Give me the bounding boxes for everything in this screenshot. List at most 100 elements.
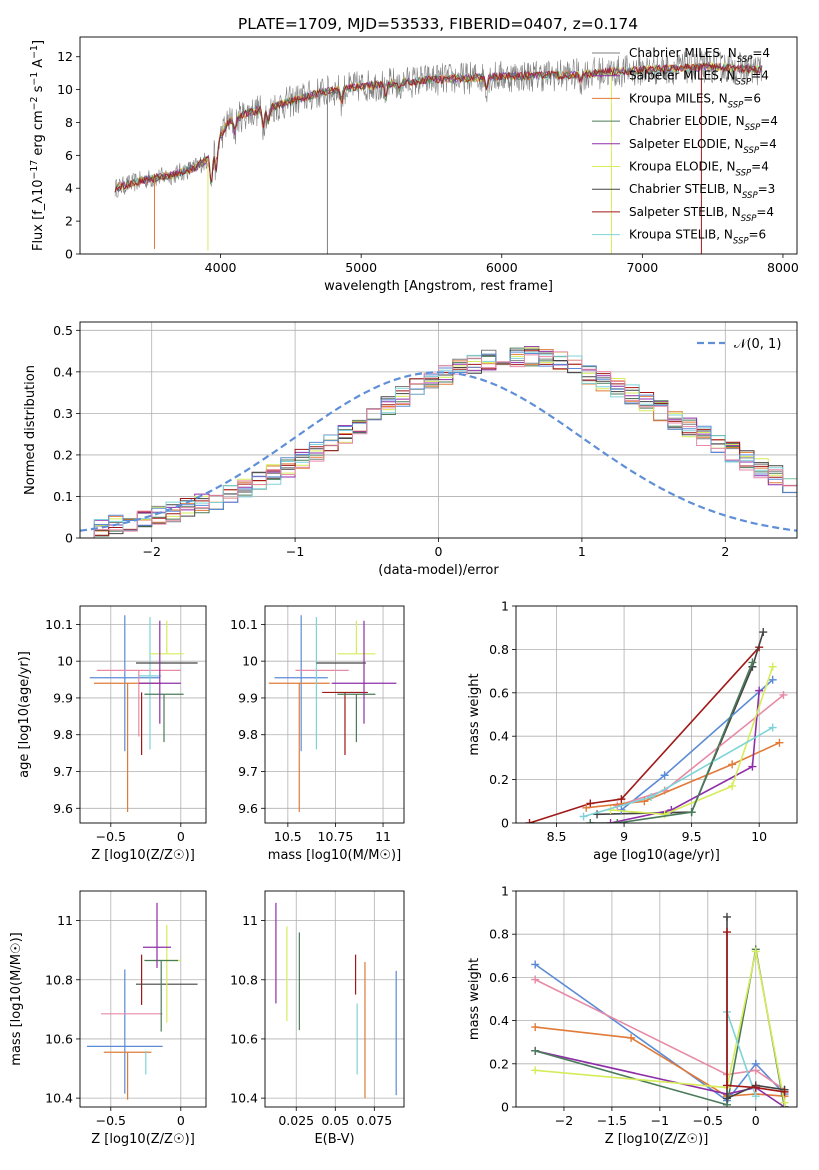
legend-label: Chabrier ELODIE, NSSP=4 <box>629 114 778 133</box>
label-part: age [log10(age/yr)] <box>17 651 32 778</box>
label-part: Z [log10(Z/Z☉)] <box>605 1132 709 1147</box>
y-tick-label: 0.5 <box>53 323 73 338</box>
y-tick-label: 9.8 <box>238 727 258 742</box>
weight-series-line <box>610 690 760 823</box>
legend-sub: SSP <box>736 169 752 179</box>
panel-age-vs-Z: −0.5 0 9.6 9.7 9.8 9.9 10 10.1 Z [log10(Z/Z☉)] ag… <box>17 605 207 863</box>
legend-text: =6 <box>743 91 761 105</box>
spectrum-model-line <box>114 62 762 193</box>
y-tick-label: 8 <box>65 115 73 130</box>
y-tick-label: 0 <box>65 531 73 546</box>
label-part: s <box>31 85 46 96</box>
plot-area <box>275 902 397 1099</box>
weight-marker <box>660 810 669 819</box>
legend-sub: SSP <box>742 191 758 201</box>
legend-label: Chabrier STELIB, NSSP=3 <box>629 182 775 201</box>
y-tick-label: 9.7 <box>238 764 258 779</box>
x-axis-label: mass [log10(M/M☉)] <box>268 848 401 863</box>
weight-series-line <box>534 963 786 1102</box>
x-tick-label: 9.5 <box>682 829 702 844</box>
axes-frame <box>79 605 207 824</box>
label-part: mass weight <box>467 673 482 755</box>
plot-area <box>268 615 397 812</box>
weight-marker <box>775 738 784 747</box>
x-tick-label: 8000 <box>767 260 799 275</box>
figure-title: PLATE=1709, MJD=53533, FIBERID=0407, z=0… <box>238 15 638 33</box>
y-tick-label: 0 <box>501 816 509 831</box>
plot-area <box>525 628 788 823</box>
legend-text: Chabrier MILES, N <box>629 46 737 60</box>
y-tick-label: 0.6 <box>489 685 509 700</box>
panel-mass-vs-Z: −0.5 0 10.4 10.6 10.8 11 Z [log10(Z/Z☉)] mass [… <box>9 890 207 1147</box>
y-axis-label: mass [log10(M/M☉)] <box>9 932 24 1065</box>
x-axis-label: Z [log10(Z/Z☉)] <box>91 848 195 863</box>
legend-label: Chabrier MILES, NSSP=4 <box>629 46 770 65</box>
label-part: ] <box>31 40 46 45</box>
x-tick-label: 1 <box>578 544 586 559</box>
histogram-series <box>80 350 797 538</box>
y-tick-label: 9.9 <box>53 690 73 705</box>
x-tick-label: 10.75 <box>318 829 354 844</box>
weight-marker <box>660 771 669 780</box>
plot-area <box>114 50 763 254</box>
weight-series-line <box>535 1050 785 1107</box>
weight-marker <box>582 803 591 812</box>
y-tick-label: 0.2 <box>489 772 509 787</box>
y-tick-label: 0.4 <box>489 729 509 744</box>
label-part: −1 <box>29 45 40 59</box>
legend-text: Salpeter MILES, N <box>629 69 736 83</box>
weight-marker <box>751 1092 760 1101</box>
weight-marker <box>531 975 540 984</box>
weight-marker <box>759 628 768 637</box>
y-tick-label: 10 <box>242 654 258 669</box>
legend-label: Salpeter MILES, NSSP=4 <box>629 69 769 88</box>
weight-marker <box>768 675 777 684</box>
label-part: mass weight <box>467 958 482 1040</box>
y-tick-label: 1 <box>501 884 509 899</box>
x-tick-label: 0.075 <box>356 1113 392 1128</box>
legend-text: =4 <box>759 137 777 151</box>
legend-text: =4 <box>751 160 769 174</box>
legend-sub: SSP <box>743 146 759 156</box>
x-tick-label: 7000 <box>626 260 658 275</box>
weight-marker <box>755 686 764 695</box>
weight-marker <box>579 812 588 821</box>
axes-frame <box>79 321 798 539</box>
legend-text: =4 <box>760 114 778 128</box>
weight-series-line <box>586 741 780 809</box>
weight-marker <box>768 662 777 671</box>
y-tick-label: 10 <box>57 654 73 669</box>
x-tick-label: 9 <box>620 829 628 844</box>
y-tick-label: 4 <box>65 181 73 196</box>
weight-marker <box>722 928 731 937</box>
weight-marker <box>613 819 622 823</box>
y-tick-label: 12 <box>57 49 73 64</box>
weight-marker <box>531 1066 540 1075</box>
weight-marker <box>687 808 696 817</box>
panel-spectrum: 4000 5000 6000 7000 8000 0 2 4 6 8 10 12 wavelength … <box>29 36 799 294</box>
x-tick-label: 0 <box>177 829 185 844</box>
axes-frame <box>264 605 405 824</box>
y-tick-label: 0.8 <box>489 927 509 942</box>
y-tick-label: 10.8 <box>45 972 73 987</box>
label-part: Z [log10(Z/Z☉)] <box>91 1132 195 1147</box>
axes-frame <box>515 605 798 824</box>
weight-series-line <box>583 726 774 818</box>
weight-marker <box>586 799 595 808</box>
x-tick-label: −0.5 <box>96 829 126 844</box>
x-tick-label: 0 <box>177 1113 185 1128</box>
histogram-series <box>80 347 797 538</box>
y-tick-label: 0.3 <box>53 406 73 421</box>
y-tick-label: 10.6 <box>45 1031 73 1046</box>
y-tick-label: 10 <box>57 82 73 97</box>
x-tick-label: 10.5 <box>274 829 302 844</box>
legend-text: Chabrier ELODIE, N <box>629 114 745 128</box>
label-part: E(B-V) <box>314 1132 354 1147</box>
legend-label: Salpeter ELODIE, NSSP=4 <box>629 137 777 156</box>
x-tick-label: −0.5 <box>693 1113 723 1128</box>
label-part: mass [log10(M/M☉)] <box>268 848 401 863</box>
weight-marker <box>768 723 777 732</box>
weight-marker <box>728 782 737 791</box>
weight-marker <box>779 690 788 699</box>
